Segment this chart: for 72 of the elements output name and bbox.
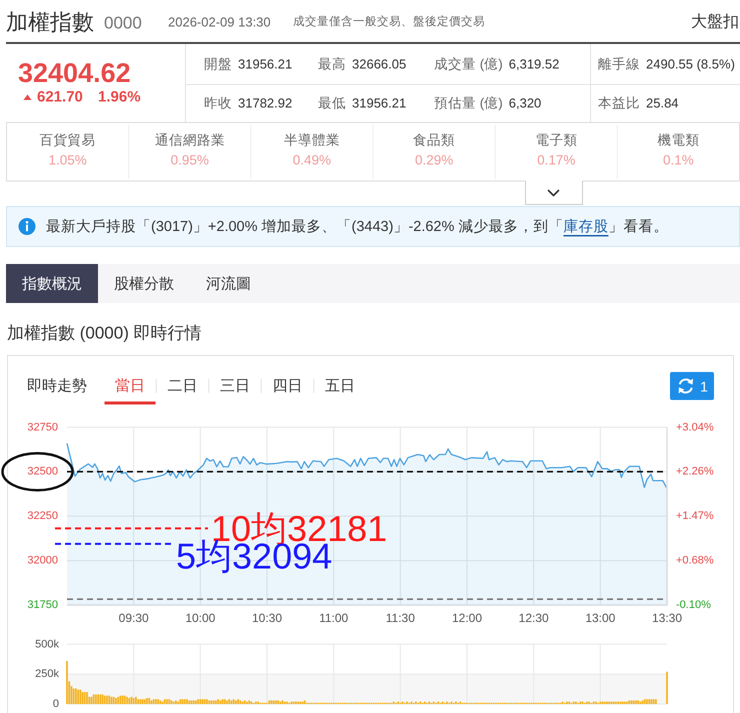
text: 1 — [700, 378, 708, 394]
x-tick-label: 09:30 — [118, 611, 150, 625]
text: 621.70 — [37, 88, 83, 106]
y2-tick-label: +3.04% — [676, 421, 714, 434]
text: 通信網路業 — [154, 132, 225, 148]
x-tick-label: 13:30 — [652, 611, 682, 625]
y-tick-label: 500k — [35, 638, 60, 650]
x-tick-label: 12:00 — [452, 611, 482, 625]
text: 31956.21 — [238, 56, 292, 72]
text: 31782.92 — [238, 96, 292, 110]
text: 當日 — [115, 378, 145, 394]
text: 1.96% — [98, 88, 141, 106]
text: 成交量僅含一般交易、盤後定價交易 — [293, 14, 485, 28]
x-tick-label: 13:00 — [585, 611, 616, 625]
y-tick-label: 250k — [35, 668, 60, 680]
text: 河流圖 — [206, 276, 251, 292]
text: 0.17% — [537, 152, 576, 168]
text: 股權分散 — [114, 276, 174, 292]
text: 大盤扣 — [691, 12, 739, 30]
text: 32404.62 — [18, 58, 131, 88]
text: 昨收 — [204, 96, 232, 110]
y-tick-label: 32750 — [27, 421, 58, 434]
text: 百貨貿易 — [40, 132, 96, 148]
y-tick-label: 32250 — [27, 510, 58, 522]
text: 」看看。 — [608, 218, 668, 235]
text: 離手線 — [598, 56, 640, 72]
text: 加權指數 — [6, 10, 94, 34]
text: 三日 — [220, 378, 250, 394]
y2-tick-label: -0.10% — [676, 599, 712, 611]
text: 預估量 (億) — [434, 96, 503, 110]
text: 6,319.52 — [508, 56, 560, 72]
text: 0.95% — [170, 152, 209, 168]
text: 0.49% — [292, 152, 332, 168]
text: 最高 — [318, 56, 346, 72]
y2-tick-label: +2.26% — [676, 466, 714, 478]
text: 庫存股 — [563, 218, 608, 235]
text: 2490.55 (8.5%) — [646, 56, 735, 72]
text: 食品類 — [413, 132, 456, 148]
x-tick-label: 12:30 — [518, 611, 550, 625]
text: 25.84 — [646, 96, 679, 110]
text: 指數概況 — [21, 276, 82, 292]
text: 1.05% — [48, 152, 87, 168]
y2-tick-label: +1.47% — [676, 510, 714, 522]
x-tick-label: 10:30 — [252, 611, 282, 625]
text: 成交量 (億) — [434, 56, 503, 72]
text: 最低 — [318, 96, 346, 110]
y-tick-label: 32000 — [27, 554, 58, 567]
x-tick-label: 10:00 — [185, 611, 216, 625]
x-tick-label: 11:00 — [319, 611, 349, 625]
text: 本益比 — [598, 96, 640, 110]
text: 2026-02-09 13:30 — [168, 14, 271, 30]
text: 五日 — [325, 378, 355, 394]
chart-title: 加權指數 (0000) 即時行情 — [7, 324, 202, 342]
text: 機電類 — [657, 132, 700, 148]
y-tick-label: 32500 — [27, 466, 58, 478]
text: 0000 — [104, 14, 142, 32]
y-tick-label: 31750 — [27, 599, 58, 611]
text: 0.1% — [663, 152, 694, 168]
text: 半導體業 — [284, 132, 340, 148]
text: 32666.05 — [352, 56, 406, 72]
text: 開盤 — [204, 56, 232, 72]
x-tick-label: 11:30 — [386, 611, 416, 625]
text: 電子類 — [535, 132, 578, 148]
text: 31956.21 — [352, 96, 406, 110]
chart-subtitle: 即時走勢 — [27, 378, 87, 394]
text: 二日 — [168, 378, 198, 394]
y2-tick-label: +0.68% — [676, 554, 714, 567]
text: 四日 — [272, 378, 302, 394]
text: 6,320 — [508, 96, 542, 110]
text: 0.29% — [414, 152, 454, 168]
y-tick-label: 0 — [52, 698, 59, 710]
text: 最新大戶持股「(3017)」+2.00% 增加最多、「(3443)」-2.62% 減少最多，到「 — [46, 218, 564, 235]
